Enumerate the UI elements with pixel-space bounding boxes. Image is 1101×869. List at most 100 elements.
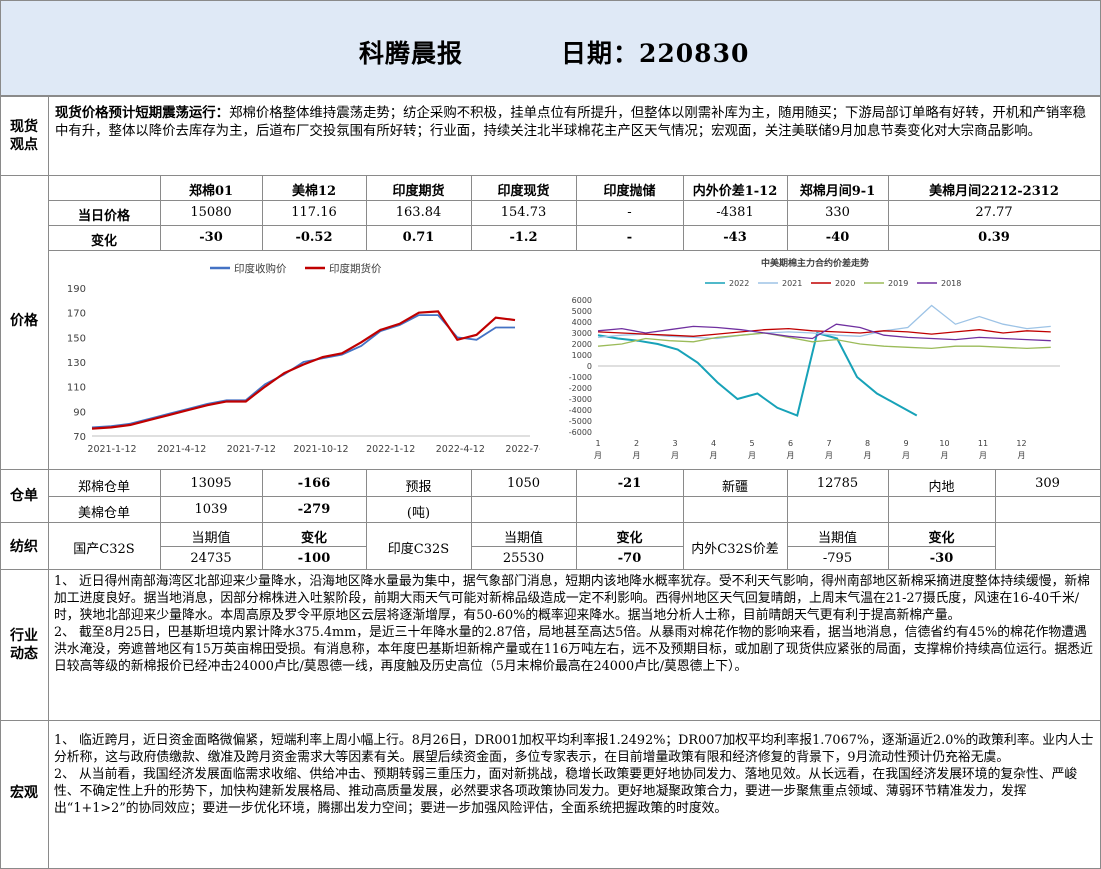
textile-value: -30 (929, 551, 954, 566)
series-line-4 (597, 323, 1051, 342)
x-tick-unit: 月 (710, 451, 718, 460)
price-col-header: 印度抛储 (603, 184, 656, 199)
price-change: 0.39 (978, 230, 1010, 245)
legend-label: 2022 (729, 279, 749, 288)
grid-line (48, 522, 49, 569)
x-tick-unit: 月 (825, 451, 833, 460)
report-header: 科腾晨报 日期：220830 (0, 0, 1101, 96)
grid-line (366, 469, 367, 522)
grid-line (683, 469, 684, 522)
x-tick-label: 11 (978, 439, 988, 448)
grid-line (160, 546, 366, 547)
legend-label: 2021 (782, 279, 802, 288)
grid-line (888, 175, 889, 250)
y-tick-label: 150 (67, 333, 86, 344)
textile-header: 当期值 (191, 531, 231, 546)
macro-news: 1、 临近跨月，近日资金面略微偏紧，短端利率上周小幅上行。8月26日，DR001… (54, 732, 1096, 817)
textile-header: 当期值 (817, 531, 857, 546)
industry-paragraph-2: 2、 截至8月25日，巴基斯坦境内累计降水375.4mm，是近三十年降水量的2.… (54, 625, 1093, 674)
y-tick-label: 190 (67, 284, 86, 295)
textile-header: 变化 (616, 531, 643, 546)
y-tick-label: 5000 (572, 307, 592, 316)
x-tick-unit: 月 (941, 451, 949, 460)
price-value: 163.84 (395, 205, 442, 220)
industry-paragraph-1: 1、 近日得州南部海湾区北部迎来少量降水，沿海地区降水量最为集中，据气象部门消息… (54, 574, 1090, 623)
grid-line (48, 175, 49, 250)
legend-label: 印度收购价 (234, 262, 287, 275)
x-tick-unit: 月 (787, 451, 795, 460)
spot-view-lead: 现货价格预计短期震荡运行： (55, 105, 230, 121)
x-tick-label: 7 (826, 439, 831, 448)
price-change: 0.71 (402, 230, 435, 245)
warehouse-cell: 309 (1035, 476, 1060, 491)
warehouse-cell: 13095 (190, 476, 232, 491)
legend-label: 2018 (941, 279, 961, 288)
textile-value: -795 (822, 551, 853, 566)
spot-view-text: 现货价格预计短期震荡运行：郑棉价格整体维持震荡走势；纺企采购不积极，挂单点位有所… (55, 104, 1095, 141)
textile-value: 25530 (502, 551, 545, 566)
price-change: -30 (199, 230, 223, 245)
grid-line (48, 496, 1100, 497)
price-change: -40 (825, 230, 850, 245)
price-col-header: 美棉月间2212-2312 (929, 184, 1059, 199)
textile-value: 24735 (190, 551, 232, 566)
x-tick-unit: 月 (594, 451, 602, 460)
change-row-label: 变化 (90, 234, 117, 249)
grid-line (471, 522, 472, 569)
series-line-3 (597, 332, 1051, 350)
price-change: - (626, 230, 633, 245)
y-tick-label: 90 (73, 407, 86, 418)
grid-line (160, 522, 161, 569)
grid-line (160, 469, 161, 522)
grid-line (995, 469, 996, 522)
x-tick-unit: 月 (1018, 451, 1026, 460)
grid-line (787, 175, 788, 250)
section-label-industry: 行业 动态 (10, 628, 38, 662)
warehouse-cell: 郑棉仓单 (77, 480, 130, 495)
industry-news: 1、 近日得州南部海湾区北部迎来少量降水，沿海地区降水量最为集中，据气象部门消息… (54, 573, 1096, 675)
x-tick-label: 4 (711, 439, 716, 448)
textile-label-domestic: 国产C32S (73, 542, 135, 557)
grid-line (366, 175, 367, 250)
section-label-macro: 宏观 (10, 785, 38, 801)
y-tick-label: 6000 (572, 296, 592, 305)
y-tick-label: 2000 (572, 340, 592, 349)
textile-value: -70 (617, 551, 642, 566)
warehouse-cell: (吨) (406, 506, 431, 521)
warehouse-cell: -21 (617, 476, 642, 491)
spot-view-body: 郑棉价格整体维持震荡走势；纺企采购不积极，挂单点位有所提升，但整体以刚需补库为主… (55, 106, 1087, 139)
x-tick-label: 8 (865, 439, 870, 448)
y-tick-label: 70 (73, 432, 86, 443)
x-tick-label: 2022-1-12 (366, 444, 415, 455)
warehouse-cell: -166 (297, 476, 331, 491)
price-value: 15080 (190, 205, 232, 220)
price-change: -43 (723, 230, 747, 245)
grid-line (683, 175, 684, 250)
warehouse-cell: 12785 (816, 476, 859, 491)
x-tick-label: 2022-4-12 (436, 444, 485, 455)
grid-line (262, 175, 263, 250)
grid-line (48, 225, 1100, 226)
y-tick-label: -6000 (569, 428, 592, 437)
y-tick-label: -3000 (569, 395, 592, 404)
grid-line (366, 522, 367, 569)
y-tick-label: 3000 (572, 329, 592, 338)
textile-label-spread: 内外C32S价差 (691, 542, 779, 557)
warehouse-cell: 预报 (405, 480, 432, 495)
x-tick-unit: 月 (748, 451, 756, 460)
grid-line (787, 469, 788, 522)
grid-line (471, 175, 472, 250)
y-tick-label: -2000 (569, 384, 592, 393)
grid-line (262, 469, 263, 522)
grid-line (471, 469, 472, 522)
textile-header: 变化 (928, 531, 955, 546)
price-change: -0.52 (295, 230, 333, 245)
section-label-warehouse: 仓单 (10, 488, 38, 504)
warehouse-cell: 1050 (506, 476, 541, 491)
x-tick-label: 3 (672, 439, 677, 448)
y-tick-label: -1000 (569, 373, 592, 382)
grid-line (576, 522, 577, 569)
series-line-1 (597, 304, 1051, 340)
macro-paragraph-1: 1、 临近跨月，近日资金面略微偏紧，短端利率上周小幅上行。8月26日，DR001… (54, 733, 1094, 765)
